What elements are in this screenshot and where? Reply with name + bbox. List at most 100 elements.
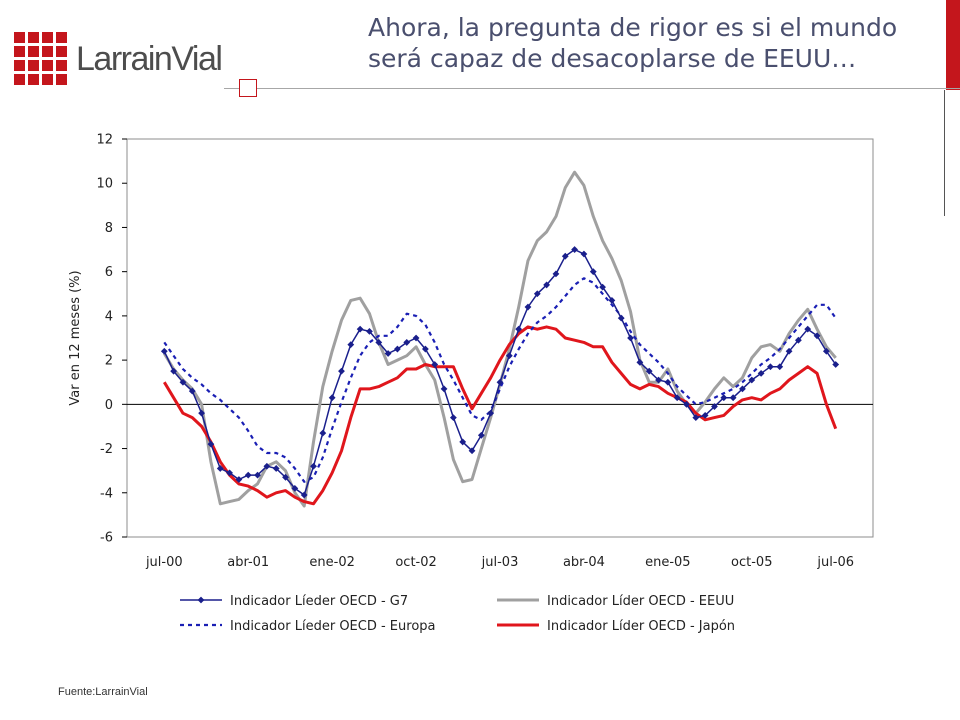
data-point: [673, 394, 681, 402]
larrainvial-logo: LarrainVial: [14, 32, 223, 88]
data-point: [813, 332, 821, 340]
data-point: [636, 358, 644, 366]
data-point: [683, 400, 690, 408]
series-line: [163, 170, 837, 508]
data-point: [608, 297, 616, 304]
data-point: [254, 471, 261, 479]
data-point: [664, 378, 672, 386]
data-point: [412, 334, 420, 342]
data-point: [272, 465, 280, 472]
x-tick-label: jul-06: [816, 555, 854, 570]
header-divider: [224, 88, 960, 89]
data-point: [300, 491, 308, 499]
brand-accent-bar: [946, 0, 960, 90]
data-point: [767, 363, 774, 371]
data-point: [403, 339, 411, 346]
y-tick-label: -2: [100, 442, 113, 457]
data-point: [477, 431, 485, 439]
data-point: [739, 385, 746, 393]
data-point: [282, 473, 289, 481]
data-point: [711, 403, 718, 410]
plot-area: [126, 138, 874, 538]
data-point: [207, 440, 215, 448]
data-point: [394, 345, 401, 353]
data-point: [291, 484, 299, 492]
data-point: [468, 447, 476, 455]
legend-label: Indicador Líder OECD - Japón: [547, 619, 735, 634]
data-point: [524, 303, 532, 311]
legend-label: Indicador Líeder OECD - G7: [230, 594, 408, 609]
data-point: [235, 476, 243, 483]
data-point: [533, 290, 541, 298]
x-tick-label: ene-02: [309, 555, 354, 570]
data-point: [757, 369, 765, 377]
corner-square-icon: [239, 79, 257, 97]
data-point: [449, 414, 457, 421]
data-point: [655, 376, 662, 384]
x-tick-label: oct-05: [731, 555, 772, 570]
y-tick-label: 6: [105, 265, 113, 280]
y-tick-label: 2: [105, 354, 113, 369]
data-point: [832, 361, 840, 368]
y-tick-label: 8: [105, 221, 113, 236]
data-point: [748, 376, 756, 384]
data-point: [617, 314, 625, 322]
data-point: [505, 352, 513, 360]
data-point: [822, 347, 830, 355]
legend-label: Indicador Líeder OECD - Europa: [230, 619, 436, 634]
data-point: [496, 378, 504, 386]
y-tick-label: 12: [96, 133, 113, 148]
data-point: [701, 411, 709, 419]
logo-grid-icon: [14, 32, 67, 85]
side-divider: [944, 90, 945, 216]
series-line: [163, 325, 838, 506]
data-point: [552, 270, 560, 278]
data-point: [515, 325, 523, 333]
data-point: [459, 438, 467, 446]
data-point: [645, 367, 653, 375]
data-point: [263, 462, 271, 470]
legend-label: Indicador Líder OECD - EEUU: [547, 594, 734, 609]
data-point: [440, 385, 448, 393]
y-axis-title: Var en 12 meses (%): [68, 270, 83, 405]
x-tick-label: oct-02: [395, 555, 436, 570]
data-point: [347, 341, 355, 349]
x-tick-label: abr-04: [563, 555, 605, 570]
legend-marker: [197, 596, 205, 604]
data-point: [729, 394, 737, 402]
data-point: [627, 334, 634, 342]
y-tick-label: 0: [105, 398, 113, 413]
logo-wordmark: LarrainVial: [76, 40, 223, 78]
data-point: [179, 378, 187, 386]
y-tick-label: -6: [100, 531, 113, 546]
data-point: [310, 462, 317, 470]
data-point: [785, 347, 793, 355]
data-point: [804, 325, 812, 333]
y-tick-label: -4: [100, 486, 113, 501]
series-line: [163, 248, 837, 496]
data-point: [198, 409, 205, 417]
data-point: [319, 429, 327, 437]
x-tick-label: jul-00: [145, 555, 183, 570]
data-point: [599, 283, 606, 291]
data-point: [188, 387, 196, 395]
data-point: [589, 268, 597, 276]
series-line: [163, 277, 837, 483]
data-point: [795, 336, 802, 344]
x-tick-label: abr-01: [227, 555, 269, 570]
slide-title: Ahora, la pregunta de rigor es si el mun…: [368, 13, 898, 73]
data-point: [776, 363, 784, 371]
data-point: [338, 367, 345, 375]
source-note: Fuente:LarrainVial: [58, 686, 148, 698]
data-point: [160, 347, 168, 355]
data-point: [720, 394, 728, 402]
data-point: [244, 471, 252, 479]
data-point: [543, 281, 551, 289]
data-point: [366, 327, 373, 335]
data-point: [216, 465, 224, 472]
x-tick-label: ene-05: [645, 555, 690, 570]
data-point: [170, 367, 178, 375]
data-point: [580, 250, 588, 258]
x-tick-label: jul-03: [481, 555, 519, 570]
